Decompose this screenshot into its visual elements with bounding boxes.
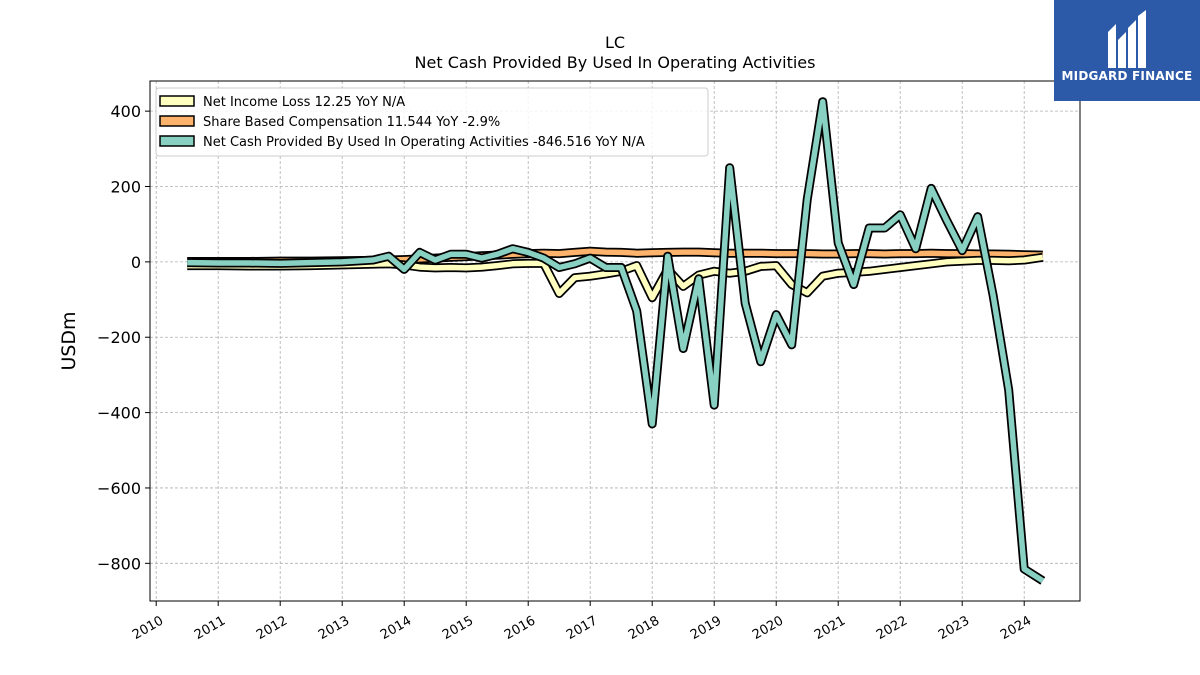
x-tick-label: 2016 (502, 613, 538, 643)
y-tick-label: 200 (110, 178, 141, 197)
y-tick-label: 0 (131, 253, 141, 272)
series-2 (187, 97, 1046, 585)
plot-frame (149, 80, 1081, 602)
legend-swatch (159, 135, 195, 147)
x-ticks: 2010 2011 2012 2013 2014 2015 2016 2017 2018 2019… (130, 601, 1034, 643)
y-axis-label: USDm (58, 311, 80, 370)
x-tick-label: 2012 (254, 613, 290, 643)
legend-label: Net Income Loss 12.25 YoY N/A (203, 95, 405, 110)
y-tick-label: −400 (97, 404, 141, 423)
x-tick-label: 2024 (998, 613, 1034, 643)
x-tick-label: 2013 (316, 613, 352, 643)
series-line (187, 248, 1043, 265)
chart-subtitle: Net Cash Provided By Used In Operating A… (415, 53, 816, 72)
y-tick-label: −200 (97, 328, 141, 347)
brand-logo: MIDGARD FINANCE (1054, 0, 1200, 101)
x-tick-label: 2014 (378, 613, 414, 643)
brand-name: MIDGARD FINANCE (1061, 69, 1193, 83)
x-tick-label: 2020 (750, 613, 786, 643)
chart-title: LC (605, 33, 625, 52)
legend-label: Net Cash Provided By Used In Operating A… (203, 135, 645, 150)
legend-swatch (159, 95, 195, 107)
series-line-outline (187, 97, 1046, 585)
legend-box (155, 87, 709, 157)
x-tick-label: 2017 (564, 613, 600, 643)
midgard-logo-icon (1108, 10, 1146, 68)
grid (150, 81, 1080, 601)
x-tick-label: 2018 (626, 613, 662, 643)
x-tick-label: 2019 (688, 613, 724, 643)
series-layer (187, 97, 1046, 585)
y-tick-label: 400 (110, 102, 141, 121)
y-tick-label: −600 (97, 479, 141, 498)
series-line (187, 98, 1045, 584)
x-tick-label: 2011 (192, 613, 228, 643)
x-tick-label: 2010 (130, 613, 166, 643)
x-tick-label: 2022 (874, 613, 910, 643)
legend: Net Income Loss 12.25 YoY N/A Share Based… (155, 87, 709, 157)
y-tick-label: −800 (97, 554, 141, 573)
legend-swatch (159, 115, 195, 127)
legend-label: Share Based Compensation 11.544 YoY -2.9… (203, 115, 500, 130)
series-0 (187, 246, 1043, 266)
x-tick-label: 2015 (440, 613, 476, 643)
y-ticks: 400 200 0 −200 −400 −600 −800 (97, 102, 150, 573)
x-tick-label: 2021 (812, 613, 848, 643)
x-tick-label: 2023 (936, 613, 972, 643)
